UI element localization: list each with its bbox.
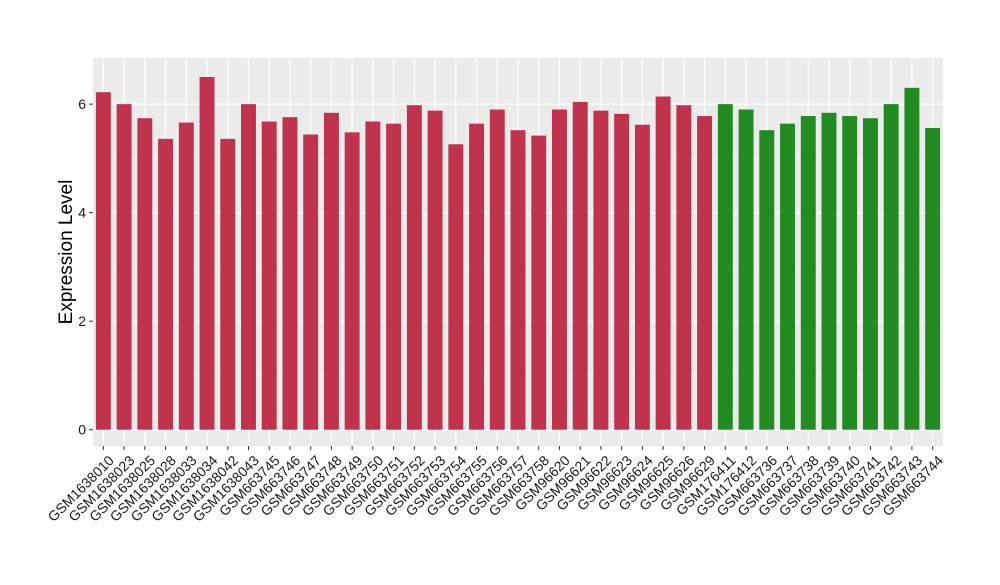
bar-GSM176412: [738, 109, 754, 430]
bar-GSM1638023: [116, 104, 132, 430]
bar-GSM663746: [282, 117, 298, 430]
bar-GSM96621: [572, 101, 588, 430]
bar-GSM176411: [717, 104, 733, 430]
bar-GSM663737: [780, 123, 795, 430]
bar-GSM663758: [531, 135, 547, 430]
bar-GSM1638025: [137, 118, 153, 430]
x-axis: GSM1638010GSM1638023GSM1638025GSM1638028…: [44, 446, 946, 525]
bar-GSM663747: [303, 134, 319, 430]
bar-GSM663745: [261, 121, 277, 430]
bars: [95, 76, 941, 430]
bar-GSM96622: [593, 110, 609, 430]
y-tick-label: 4: [78, 205, 86, 221]
y-axis-label: Expression Level: [56, 180, 77, 325]
y-axis: 0 2 4 6: [78, 96, 93, 438]
bar-GSM663744: [925, 128, 941, 430]
bar-GSM663752: [406, 105, 422, 430]
bar-GSM663739: [821, 112, 837, 430]
bar-GSM663741: [862, 118, 878, 430]
bar-GSM96626: [676, 105, 692, 430]
bar-GSM96623: [614, 113, 630, 430]
bar-GSM1638034: [199, 76, 215, 430]
y-tick-label: 2: [78, 313, 86, 329]
bar-GSM663757: [510, 130, 526, 430]
bar-GSM663738: [800, 116, 816, 430]
bar-GSM1638028: [158, 138, 174, 430]
bar-GSM96625: [655, 96, 671, 430]
bar-GSM663749: [344, 132, 360, 430]
bar-GSM663753: [427, 110, 443, 430]
bar-GSM96629: [697, 116, 713, 430]
bar-GSM1638043: [241, 104, 256, 430]
bar-GSM663755: [469, 123, 484, 430]
bar-GSM96624: [634, 124, 650, 430]
bar-GSM1638033: [178, 122, 194, 430]
bar-GSM96620: [552, 109, 567, 430]
bar-GSM663756: [489, 109, 505, 430]
bar-GSM663742: [883, 104, 899, 430]
bar-GSM663751: [386, 123, 402, 430]
y-tick-label: 0: [78, 422, 86, 438]
bar-GSM663750: [365, 121, 381, 430]
bar-GSM663740: [842, 116, 858, 430]
bar-GSM663736: [759, 130, 775, 430]
y-tick-label: 6: [78, 96, 86, 112]
bar-GSM663743: [904, 87, 920, 430]
bar-GSM1638042: [220, 138, 236, 430]
bar-GSM663754: [448, 144, 464, 430]
bar-GSM663748: [323, 112, 339, 430]
bar-GSM1638010: [95, 92, 111, 430]
